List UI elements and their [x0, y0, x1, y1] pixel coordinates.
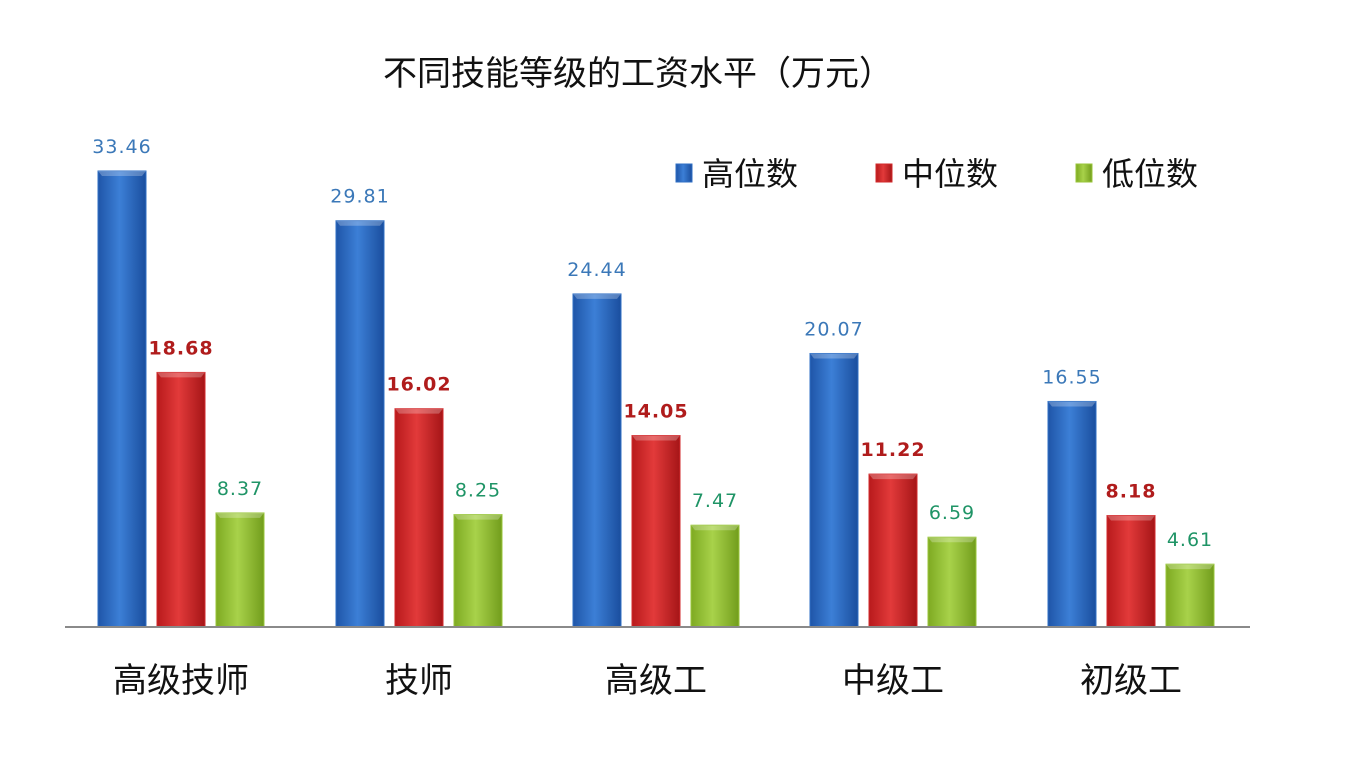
chart-title: 不同技能等级的工资水平（万元）	[383, 54, 893, 94]
bar-技师-中位数	[394, 408, 444, 628]
value-label: 7.47	[692, 490, 738, 512]
bar-高级工-中位数	[631, 435, 681, 628]
value-label: 20.07	[804, 318, 863, 340]
legend-swatch	[675, 163, 693, 183]
value-label: 4.61	[1167, 529, 1213, 551]
bar-top-bevel	[1166, 564, 1214, 570]
bar-top-bevel	[869, 474, 917, 480]
category-label: 初级工	[1080, 661, 1182, 701]
bar-技师-低位数	[453, 514, 503, 628]
bar-高级技师-中位数	[156, 371, 206, 628]
bar-中级工-低位数	[927, 536, 977, 628]
bar-top-bevel	[1048, 401, 1096, 407]
bar-高级技师-低位数	[215, 512, 265, 628]
legend-swatch	[1075, 163, 1093, 183]
bar-初级工-高位数	[1047, 400, 1097, 628]
value-label: 33.46	[92, 136, 151, 158]
category-label: 技师	[385, 661, 453, 701]
bar-top-bevel	[98, 171, 146, 176]
value-label: 18.68	[148, 337, 213, 359]
legend-label: 中位数	[902, 155, 998, 193]
bar-top-bevel	[216, 512, 264, 518]
bar-top-bevel	[632, 435, 680, 441]
bar-初级工-低位数	[1165, 563, 1215, 628]
bar-top-bevel	[454, 514, 502, 520]
value-label: 8.25	[455, 480, 501, 502]
value-label: 8.37	[217, 478, 263, 500]
bar-top-bevel	[928, 537, 976, 543]
value-label: 8.18	[1106, 481, 1157, 503]
legend-label: 高位数	[702, 155, 798, 193]
bar-top-bevel	[573, 293, 621, 299]
category-label: 高级技师	[113, 661, 249, 701]
value-label: 29.81	[330, 186, 389, 208]
bars	[97, 170, 1215, 628]
legend: 高位数 中位数 低位数	[675, 155, 1198, 193]
bar-技师-高位数	[335, 220, 385, 628]
bar-top-bevel	[336, 220, 384, 226]
bar-top-bevel	[810, 353, 858, 359]
value-label: 16.02	[386, 374, 451, 396]
bar-top-bevel	[1107, 515, 1155, 521]
bar-初级工-中位数	[1106, 515, 1156, 628]
bar-top-bevel	[691, 525, 739, 531]
bar-高级工-高位数	[572, 293, 622, 628]
legend-swatch	[875, 163, 893, 183]
value-labels: 33.46 18.68 8.37 29.81 16.02 8.25 24.44 14.05 7.…	[92, 136, 1213, 551]
bar-高级技师-高位数	[97, 170, 147, 628]
value-label: 14.05	[623, 401, 688, 423]
bar-中级工-中位数	[868, 473, 918, 628]
category-label: 高级工	[605, 661, 707, 701]
value-label: 11.22	[860, 439, 925, 461]
value-label: 16.55	[1042, 366, 1101, 388]
legend-label: 低位数	[1102, 155, 1198, 193]
category-label: 中级工	[842, 661, 944, 701]
value-label: 6.59	[929, 502, 975, 524]
value-label: 24.44	[567, 259, 626, 281]
bar-中级工-高位数	[809, 352, 859, 628]
category-labels: 高级技师 技师 高级工 中级工 初级工	[113, 661, 1182, 701]
bar-top-bevel	[157, 372, 205, 378]
bar-高级工-低位数	[690, 524, 740, 628]
bar-top-bevel	[395, 408, 443, 414]
